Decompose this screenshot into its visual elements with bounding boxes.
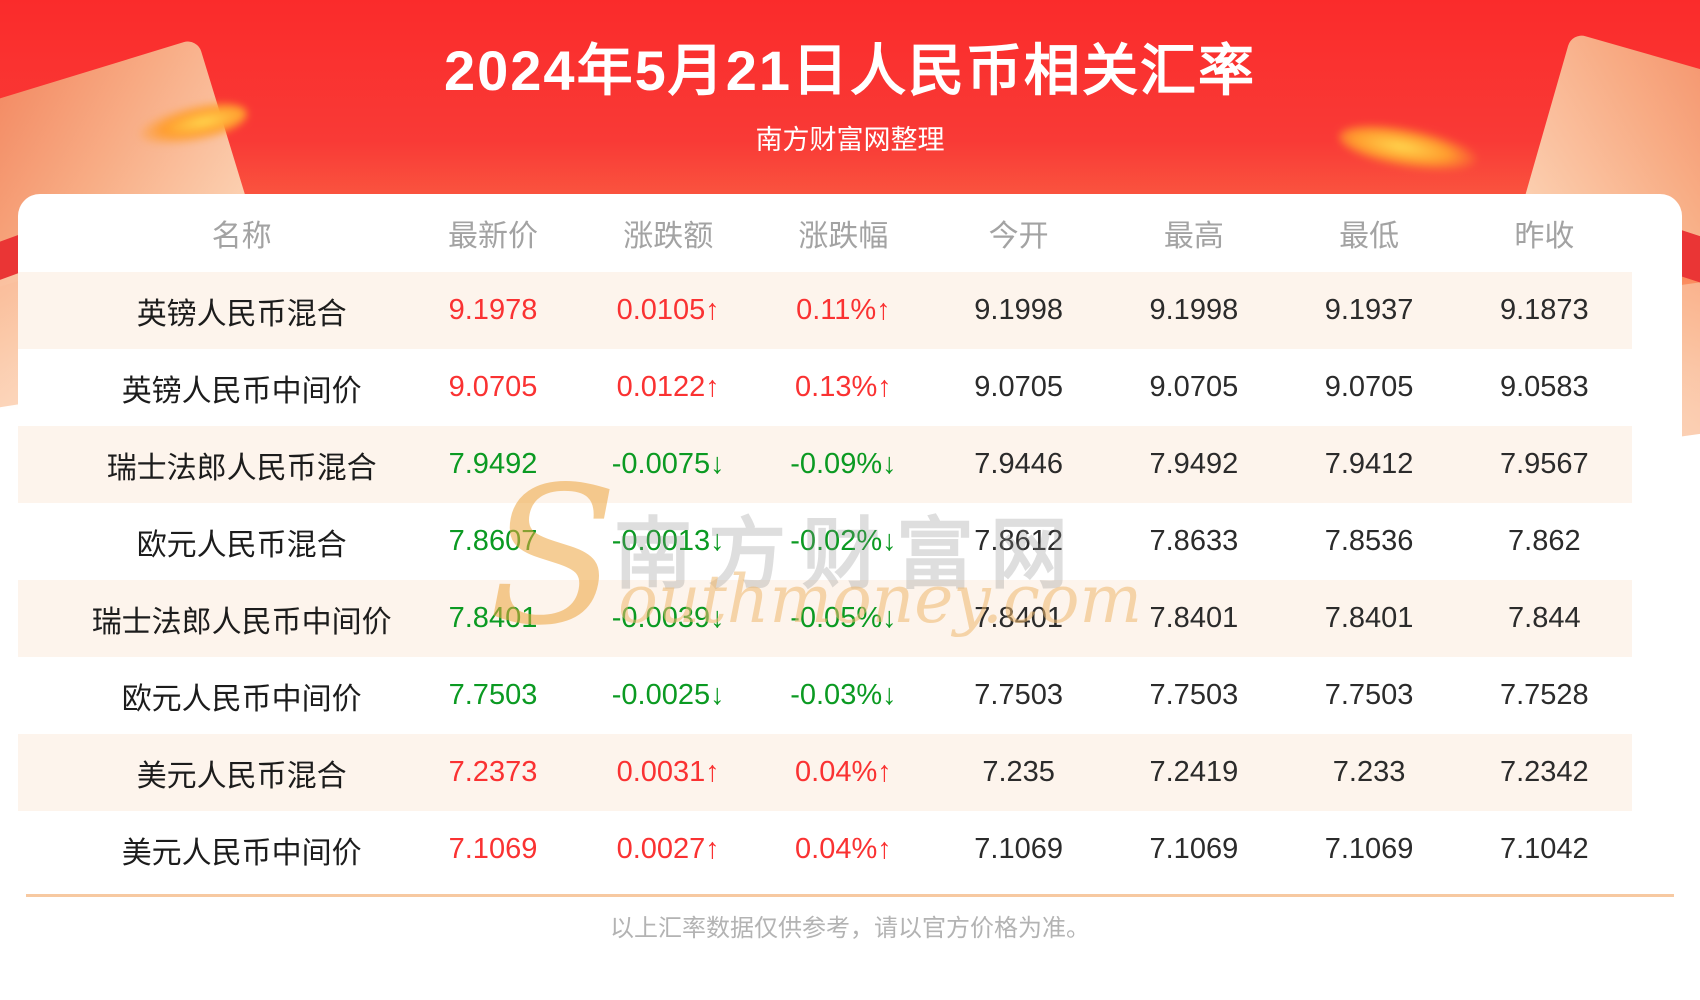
- cell-low: 7.8401: [1281, 580, 1457, 657]
- cell-prev_close: 7.862: [1508, 525, 1581, 557]
- table-row: 欧元人民币混合 7.8607 -0.0013↓ -0.02%↓ 7.8612 7.8633…: [18, 503, 1632, 580]
- cell-change: -0.0075↓: [580, 426, 756, 503]
- table-row: 英镑人民币混合 9.1978 0.0105↑ 0.11%↑ 9.1998 9.1998 9.…: [18, 272, 1632, 349]
- cell-name: 瑞士法郎人民币中间价: [18, 580, 406, 657]
- cell-high: 7.1069: [1149, 833, 1239, 865]
- cell-name: 欧元人民币中间价: [121, 682, 362, 716]
- cell-high: 9.0705: [1149, 371, 1239, 403]
- cell-change_pct: -0.09%↓: [755, 426, 932, 503]
- cell-open: 7.7503: [974, 679, 1063, 711]
- cell-latest: 7.9492: [405, 426, 581, 503]
- page-subtitle: 南方财富网整理: [755, 125, 945, 155]
- cell-change: -0.0013↓: [611, 525, 725, 557]
- cell-prev_close: 7.9567: [1456, 426, 1632, 503]
- table-row: 英镑人民币中间价 9.0705 0.0122↑ 0.13%↑ 9.0705 9.0705 9…: [18, 349, 1632, 426]
- column-header-0: 名称: [211, 220, 272, 253]
- cell-change: 0.0027↑: [616, 833, 720, 865]
- cell-change: 0.0031↑: [580, 734, 756, 811]
- cell-change_pct: 0.11%↑: [755, 272, 932, 349]
- footer-disclaimer: 以上汇率数据仅供参考，请以官方价格为准。: [610, 915, 1090, 942]
- cell-prev_close: 9.0583: [1499, 371, 1589, 403]
- cell-prev_close: 7.844: [1456, 580, 1632, 657]
- cell-change: 0.0105↑: [580, 272, 756, 349]
- cell-high: 7.8401: [1106, 580, 1282, 657]
- table-row: 美元人民币中间价 7.1069 0.0027↑ 0.04%↑ 7.1069 7.1069 7…: [18, 811, 1632, 888]
- cell-open: 7.8612: [974, 525, 1063, 557]
- table-row: 瑞士法郎人民币中间价 7.8401 -0.0039↓ -0.05%↓ 7.8401 7.8…: [18, 580, 1632, 657]
- page-title: 2024年5月21日人民币相关汇率: [443, 39, 1256, 102]
- cell-name: 英镑人民币混合: [18, 272, 406, 349]
- cell-open: 7.235: [931, 734, 1107, 811]
- cell-high: 7.7503: [1149, 679, 1239, 711]
- cell-change_pct: 0.13%↑: [795, 371, 892, 403]
- cell-name: 美元人民币中间价: [121, 836, 362, 870]
- cell-open: 7.9446: [931, 426, 1107, 503]
- cell-change: -0.0039↓: [580, 580, 756, 657]
- cell-name: 英镑人民币中间价: [121, 374, 362, 408]
- cell-latest: 9.1978: [405, 272, 581, 349]
- cell-change_pct: 0.04%↑: [755, 734, 932, 811]
- cell-prev_close: 7.7528: [1499, 679, 1589, 711]
- cell-change_pct: -0.05%↓: [755, 580, 932, 657]
- table-row: 美元人民币混合 7.2373 0.0031↑ 0.04%↑ 7.235 7.2419 7.2…: [18, 734, 1632, 811]
- column-header-1: 最新价: [447, 220, 538, 253]
- cell-high: 7.9492: [1106, 426, 1282, 503]
- cell-name: 欧元人民币混合: [136, 528, 347, 562]
- cell-low: 9.0705: [1324, 371, 1414, 403]
- column-header-6: 最低: [1339, 220, 1400, 253]
- table-row: 欧元人民币中间价 7.7503 -0.0025↓ -0.03%↓ 7.7503 7.750…: [18, 657, 1632, 734]
- cell-change: 0.0122↑: [616, 371, 720, 403]
- cell-open: 9.1998: [931, 272, 1107, 349]
- cell-prev_close: 7.2342: [1456, 734, 1632, 811]
- cell-low: 7.233: [1281, 734, 1457, 811]
- table-header-row: 名称 最新价 涨跌额 涨跌幅 今开 最高 最低 昨收: [18, 194, 1632, 272]
- cell-low: 7.1069: [1324, 833, 1414, 865]
- cell-prev_close: 9.1873: [1456, 272, 1632, 349]
- cell-latest: 7.7503: [448, 679, 538, 711]
- cell-open: 9.0705: [974, 371, 1063, 403]
- cell-high: 7.2419: [1106, 734, 1282, 811]
- cell-change_pct: -0.02%↓: [790, 525, 897, 557]
- cell-name: 瑞士法郎人民币混合: [18, 426, 406, 503]
- cell-low: 7.9412: [1281, 426, 1457, 503]
- cell-high: 9.1998: [1106, 272, 1282, 349]
- column-header-4: 今开: [988, 220, 1049, 253]
- cell-open: 7.1069: [974, 833, 1063, 865]
- table-row: 瑞士法郎人民币混合 7.9492 -0.0075↓ -0.09%↓ 7.9446 7.94…: [18, 426, 1632, 503]
- cell-latest: 7.1069: [448, 833, 538, 865]
- rate-table-body: 英镑人民币混合 9.1978 0.0105↑ 0.11%↑ 9.1998 9.1998 9.…: [18, 272, 1632, 888]
- rates-card: 名称 最新价 涨跌额 涨跌幅 今开 最高 最低 昨收 英镑人民币混合 9.1978 0.0105↑…: [18, 194, 1682, 1000]
- cell-low: 7.7503: [1324, 679, 1414, 711]
- column-header-2: 涨跌额: [623, 220, 714, 253]
- column-header-5: 最高: [1163, 220, 1224, 253]
- cell-low: 7.8536: [1324, 525, 1414, 557]
- footer-divider-line: [26, 894, 1674, 897]
- cell-high: 7.8633: [1149, 525, 1239, 557]
- cell-open: 7.8401: [931, 580, 1107, 657]
- cell-latest: 7.8607: [448, 525, 538, 557]
- cell-change: -0.0025↓: [611, 679, 725, 711]
- cell-prev_close: 7.1042: [1499, 833, 1589, 865]
- cell-latest: 7.2373: [405, 734, 581, 811]
- column-header-7: 昨收: [1514, 220, 1575, 253]
- exchange-rate-table: 名称 最新价 涨跌额 涨跌幅 今开 最高 最低 昨收 英镑人民币混合 9.1978 0.0105↑…: [18, 194, 1632, 888]
- cell-latest: 9.0705: [448, 371, 538, 403]
- column-header-3: 涨跌幅: [798, 220, 889, 253]
- cell-latest: 7.8401: [405, 580, 581, 657]
- cell-low: 9.1937: [1281, 272, 1457, 349]
- cell-change_pct: 0.04%↑: [795, 833, 892, 865]
- cell-name: 美元人民币混合: [18, 734, 406, 811]
- cell-change_pct: -0.03%↓: [790, 679, 897, 711]
